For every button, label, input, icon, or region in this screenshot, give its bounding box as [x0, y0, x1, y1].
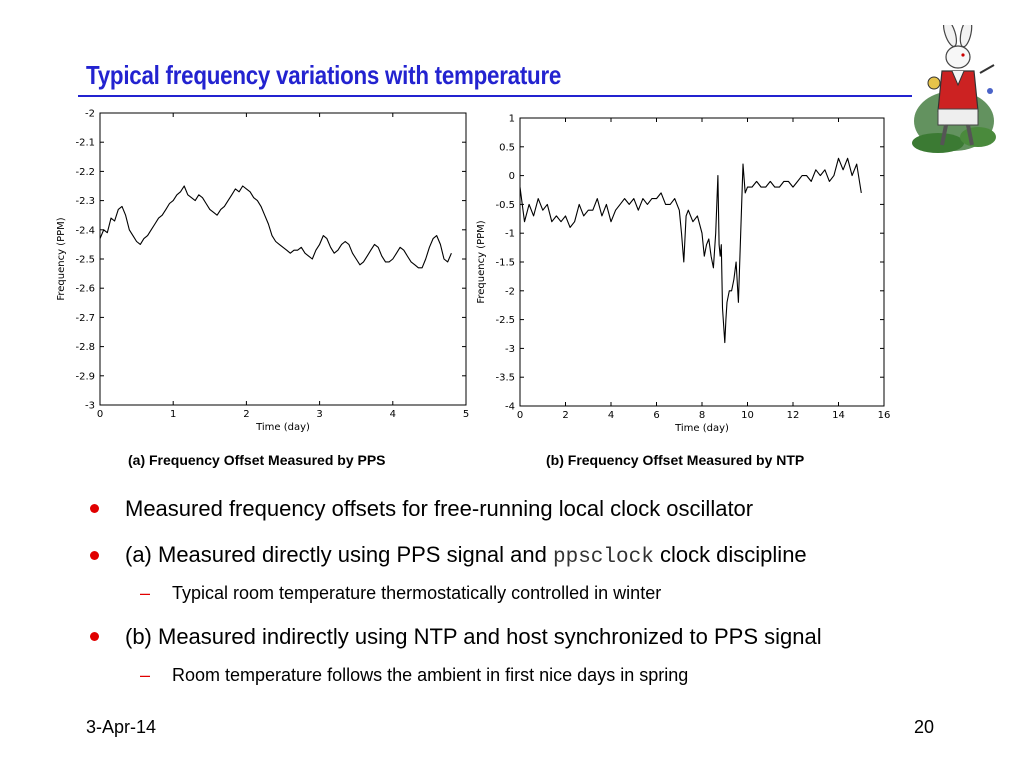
slide-title: Typical frequency variations with temper…	[86, 60, 562, 90]
chart-b-xtick-label: 4	[608, 410, 614, 421]
chart-a-ytick-label: -2.6	[75, 284, 95, 295]
page-number: 20	[914, 717, 935, 737]
caption-a: (a) Frequency Offset Measured by PPS	[128, 452, 386, 468]
chart-b-xtick-label: 16	[878, 410, 891, 421]
title-underline	[78, 95, 912, 97]
chart-a-ytick-label: -2.4	[75, 225, 95, 236]
chart-a-ytick-label: -2.9	[75, 371, 95, 382]
chart-b-ytick-label: 1	[509, 114, 515, 125]
chart-b-xtick-label: 2	[562, 410, 568, 421]
bullet-dot-icon	[88, 502, 102, 516]
chart-b-ytick-label: -2	[505, 286, 515, 297]
caption-b: (b) Frequency Offset Measured by NTP	[546, 452, 805, 468]
chart-b-frequency-ntp: 1 0.5 0 -0.5 -1 -1.5 -2 -2.5 -3 -3.5 -4 0 2 4 6 8 10 12 14…	[476, 108, 896, 445]
chart-a-ytick-label: -2.8	[75, 342, 95, 353]
bullet-3-text: (b) Measured indirectly using NTP and ho…	[125, 624, 822, 649]
chart-a-xtick-label: 4	[390, 409, 396, 420]
bullet-2-text-after: clock discipline	[653, 542, 807, 567]
chart-b-ytick-label: -1	[505, 229, 515, 240]
chart-a-y-axis-title: Frequency (PPM)	[56, 217, 67, 300]
chart-b-xtick-label: 8	[699, 410, 705, 421]
chart-a-ytick-label: -3	[85, 401, 95, 412]
bullet-2-text-before: (a) Measured directly using PPS signal a…	[125, 542, 553, 567]
chart-b-series-line-0	[519, 157, 862, 344]
chart-b-ytick-label: -0.5	[495, 200, 515, 211]
chart-b-ytick-label: -2.5	[495, 315, 515, 326]
chart-b-plot-frame	[519, 117, 885, 407]
bullet-dot-icon	[88, 549, 102, 563]
chart-a-xtick-label: 3	[316, 409, 322, 420]
chart-b-ytick-label: -1.5	[495, 258, 515, 269]
chart-b-x-axis-title: Time (day)	[674, 423, 729, 434]
sub-bullet-dash-icon: –	[140, 583, 151, 603]
chart-a-ytick-label: -2.5	[75, 255, 95, 266]
chart-a-ytick-label: -2	[85, 109, 95, 120]
chart-b-y-axis-title: Frequency (PPM)	[476, 220, 487, 303]
bullet-3-subtext: Room temperature follows the ambient in …	[172, 665, 689, 685]
chart-a-ytick-label: -2.1	[75, 138, 95, 149]
sub-bullet-dash-icon: –	[140, 665, 151, 685]
chart-b-ytick-label: 0.5	[499, 142, 515, 153]
chart-a-xtick-label: 1	[170, 409, 176, 420]
chart-a-ytick-label: -2.7	[75, 313, 95, 324]
chart-a-x-axis-title: Time (day)	[255, 422, 310, 433]
chart-a-plot-frame	[99, 112, 467, 406]
chart-b-ytick-label: 0	[509, 171, 515, 182]
chart-a-xtick-label: 2	[243, 409, 249, 420]
chart-b-ytick-label: -3	[505, 344, 515, 355]
bullet-2-subtext: Typical room temperature thermostaticall…	[172, 583, 662, 603]
chart-a-xtick-label: 0	[97, 409, 103, 420]
chart-a-frequency-pps: -2 -2.1 -2.2 -2.3 -2.4 -2.5 -2.6 -2.7 -2.8 -2.9 -3…	[48, 100, 478, 445]
chart-b-xtick-label: 10	[741, 410, 754, 421]
bullet-2-code: ppsclock	[553, 546, 654, 569]
chart-a-xtick-label: 5	[463, 409, 469, 420]
chart-b-ytick-label: -3.5	[495, 373, 515, 384]
chart-b-xtick-label: 12	[787, 410, 800, 421]
chart-a-series-line-0	[99, 185, 452, 269]
bullet-1-text: Measured frequency offsets for free-runn…	[125, 496, 754, 521]
chart-b-xtick-label: 0	[517, 410, 523, 421]
chart-a-ytick-label: -2.3	[75, 196, 95, 207]
chart-b-ytick-label: -4	[505, 402, 515, 413]
bullet-dot-icon	[88, 630, 102, 644]
chart-b-xtick-label: 6	[653, 410, 659, 421]
chart-b-xtick-label: 14	[832, 410, 845, 421]
bullet-2-text: (a) Measured directly using PPS signal a…	[125, 542, 807, 569]
white-rabbit-illustration-icon	[912, 25, 996, 153]
footer-date: 3-Apr-14	[86, 717, 157, 737]
chart-a-ytick-label: -2.2	[75, 167, 95, 178]
